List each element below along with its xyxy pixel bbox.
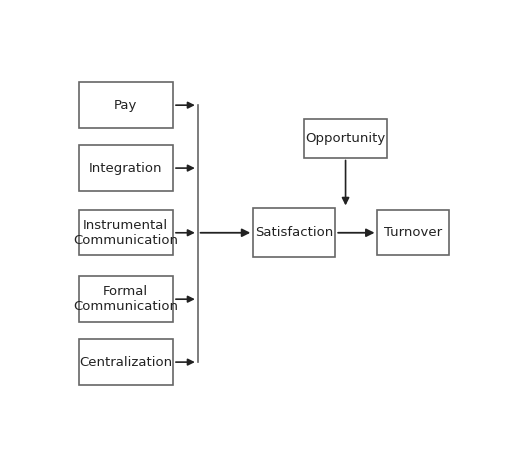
FancyBboxPatch shape bbox=[78, 83, 173, 128]
FancyBboxPatch shape bbox=[304, 119, 387, 158]
Text: Integration: Integration bbox=[89, 162, 163, 175]
FancyBboxPatch shape bbox=[377, 210, 449, 256]
FancyBboxPatch shape bbox=[78, 276, 173, 322]
Text: Opportunity: Opportunity bbox=[305, 132, 386, 145]
FancyBboxPatch shape bbox=[253, 208, 335, 257]
Text: Formal
Communication: Formal Communication bbox=[73, 285, 178, 313]
FancyBboxPatch shape bbox=[78, 145, 173, 191]
FancyBboxPatch shape bbox=[78, 210, 173, 256]
FancyBboxPatch shape bbox=[78, 340, 173, 385]
Text: Pay: Pay bbox=[114, 99, 137, 112]
Text: Centralization: Centralization bbox=[80, 355, 172, 369]
Text: Turnover: Turnover bbox=[384, 226, 443, 239]
Text: Instrumental
Communication: Instrumental Communication bbox=[73, 219, 178, 247]
Text: Satisfaction: Satisfaction bbox=[255, 226, 333, 239]
